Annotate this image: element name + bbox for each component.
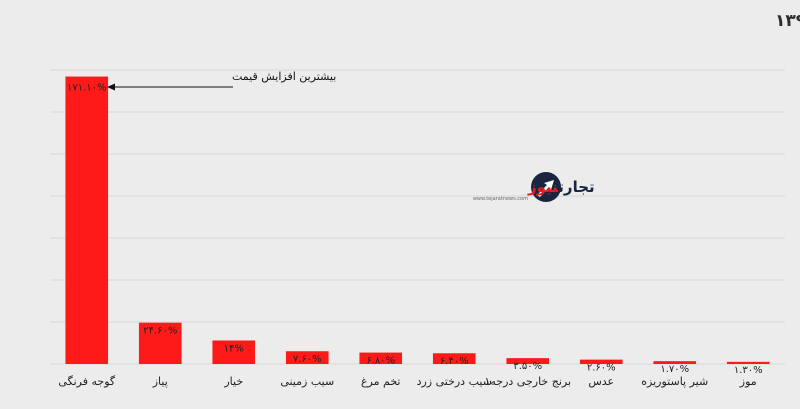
data-label: ۶.۸۰%: [366, 356, 395, 367]
data-label: ۱.۷۰%: [660, 364, 689, 375]
logo-arrow-icon: [537, 180, 554, 197]
category-label: خیار: [223, 375, 243, 388]
bar: [432, 353, 476, 364]
category-label: تخم مرغ: [361, 375, 401, 388]
logo-name-part1: تجارت: [557, 178, 594, 196]
category-label: گوجه فرنگی: [58, 375, 116, 388]
tejaratnews-logo: تجارتنیوز www.tejaratnews.com: [473, 172, 595, 202]
logo-name-part2: نیوز: [527, 178, 559, 196]
value-labels: ۱۷۱.۱۰% ۲۴.۶۰% ۱۴% ۷.۶۰% ۶.۸۰% ۶.۴۰% ۳.۵۰% ۲.۶۰…: [67, 83, 763, 376]
data-label: ۲۴.۶۰%: [143, 326, 177, 337]
data-label: ۷.۶۰%: [293, 354, 322, 365]
category-label: برنج خارجی درجه۱: [484, 375, 571, 388]
category-label: سیب زمینی: [280, 375, 334, 388]
data-label: ۱۴%: [224, 343, 244, 354]
data-label: ۶.۴۰%: [440, 356, 469, 367]
bar: [212, 340, 256, 364]
category-label: عدس: [588, 375, 614, 388]
chart-title: میزان افزایش قیمت ۱۰ قلم خوراکی در آذر م…: [775, 9, 800, 31]
bar: [506, 358, 550, 364]
bars: [65, 76, 770, 364]
data-label: ۱.۳۰%: [734, 365, 763, 376]
category-label: شیر پاستوریزه: [641, 375, 708, 388]
category-label: سیب درختی زرد: [417, 375, 492, 388]
data-label: ۲.۶۰%: [587, 363, 616, 374]
bar: [359, 352, 403, 364]
bar: [726, 361, 770, 364]
bar: [138, 322, 182, 364]
annotation-arrow-head: [107, 83, 115, 91]
bar: [65, 76, 109, 364]
logo-url: www.tejaratnews.com: [473, 196, 528, 202]
bar: [285, 351, 329, 364]
grid-lines: [50, 69, 785, 365]
logo-name: تجارتنیوز: [527, 178, 595, 196]
category-labels: گوجه فرنگی پیاز خیار سیب زمینی تخم مرغ سیب در…: [58, 375, 756, 388]
bar: [653, 361, 697, 364]
bar: [579, 359, 623, 364]
annotation-callout: بیشترین افزایش قیمت: [107, 70, 336, 91]
data-label: ۳.۵۰%: [513, 361, 542, 372]
data-label: ۱۷۱.۱۰%: [67, 83, 107, 94]
category-label: پیاز: [152, 375, 168, 388]
category-label: موز: [739, 375, 757, 388]
annotation-text: بیشترین افزایش قیمت: [232, 70, 336, 83]
